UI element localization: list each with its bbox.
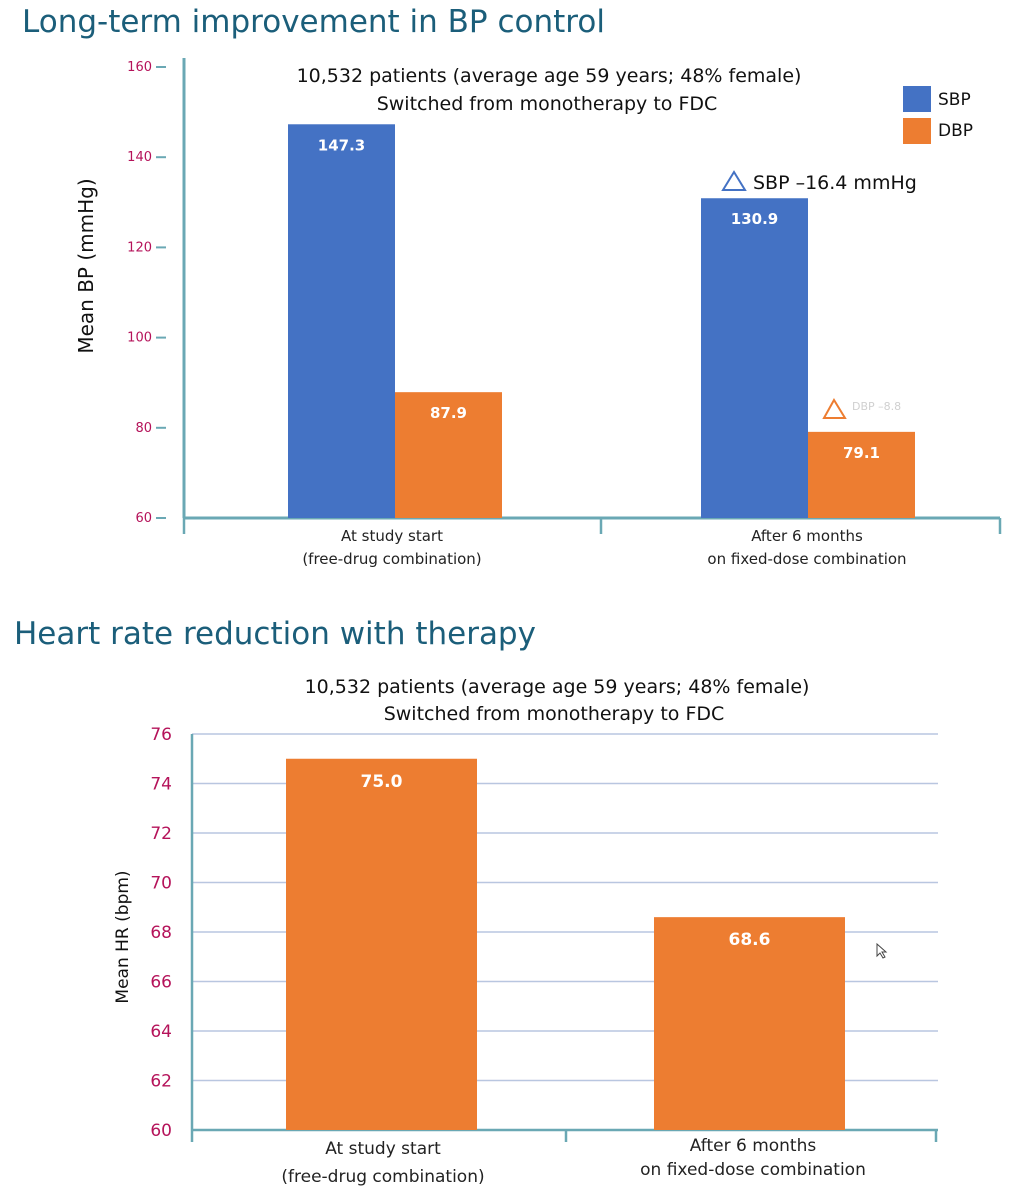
chart-title-hr: Heart rate reduction with therapy xyxy=(14,616,536,652)
x-category-label-line-2: on fixed-dose combination xyxy=(707,550,906,568)
y-tick-label: 70 xyxy=(150,874,172,894)
y-tick-label: 68 xyxy=(150,923,172,943)
y-tick-label: 66 xyxy=(150,973,172,993)
chart-title-bp: Long-term improvement in BP control xyxy=(22,4,605,40)
delta-icon xyxy=(721,170,747,191)
mouse-cursor-icon xyxy=(876,942,888,959)
x-category-label-line-1: At study start xyxy=(325,1139,441,1159)
legend-swatch-sbp xyxy=(903,86,931,112)
bar-value-label: 130.9 xyxy=(731,210,778,228)
x-category-label-line-2: (free-drug combination) xyxy=(302,550,481,568)
annotation-dbp-change: DBP –8.8 xyxy=(852,400,901,413)
y-tick-label: 60 xyxy=(150,1121,172,1141)
hr-bar xyxy=(286,758,477,1130)
sbp-bar xyxy=(701,198,808,518)
y-tick-label: 100 xyxy=(127,331,152,346)
bar-value-label: 75.0 xyxy=(361,772,403,792)
bar-value-label: 68.6 xyxy=(729,930,771,950)
hr-bar xyxy=(654,917,845,1130)
y-tick-label: 76 xyxy=(150,725,172,745)
delta-icon xyxy=(822,398,847,419)
x-category-label-line-1: After 6 months xyxy=(751,527,863,545)
x-category-label-line-2: (free-drug combination) xyxy=(281,1167,484,1187)
sbp-bar xyxy=(288,124,395,518)
legend-label-sbp: SBP xyxy=(938,90,971,110)
y-tick-label: 160 xyxy=(127,60,152,75)
y-tick-label: 60 xyxy=(135,511,152,526)
y-tick-label: 62 xyxy=(150,1072,172,1092)
chart-subtitle-line-2: Switched from monotherapy to FDC xyxy=(384,703,725,725)
y-tick-label: 74 xyxy=(150,775,172,795)
legend-swatch-dbp xyxy=(903,118,931,144)
bar-value-label: 87.9 xyxy=(430,404,467,422)
bp-bar-chart: 60 80 100 120 140 160 Mean BP (mmHg) 10,532 pat… xyxy=(74,58,1002,568)
y-axis-label: Mean HR (bpm) xyxy=(113,870,133,1003)
dbp-bar xyxy=(808,431,915,518)
y-tick-label: 64 xyxy=(150,1022,172,1042)
chart-subtitle-line-2: Switched from monotherapy to FDC xyxy=(377,93,718,115)
dbp-bar xyxy=(395,392,502,518)
chart-subtitle-line-1: 10,532 patients (average age 59 years; 4… xyxy=(305,676,810,698)
chart-subtitle-line-1: 10,532 patients (average age 59 years; 4… xyxy=(297,65,802,87)
y-tick-label: 140 xyxy=(127,150,152,165)
bar-value-label: 79.1 xyxy=(843,444,880,462)
y-axis-label: Mean BP (mmHg) xyxy=(74,178,98,353)
y-tick-label: 120 xyxy=(127,240,152,255)
x-category-label-line-1: After 6 months xyxy=(690,1136,817,1156)
y-tick-label: 80 xyxy=(135,421,152,436)
y-tick-label: 72 xyxy=(150,824,172,844)
legend-label-dbp: DBP xyxy=(938,121,973,141)
x-category-label-line-2: on fixed-dose combination xyxy=(640,1160,866,1180)
bar-value-label: 147.3 xyxy=(318,136,365,154)
x-category-label-line-1: At study start xyxy=(341,527,443,545)
annotation-sbp-change: SBP –16.4 mmHg xyxy=(753,172,917,194)
